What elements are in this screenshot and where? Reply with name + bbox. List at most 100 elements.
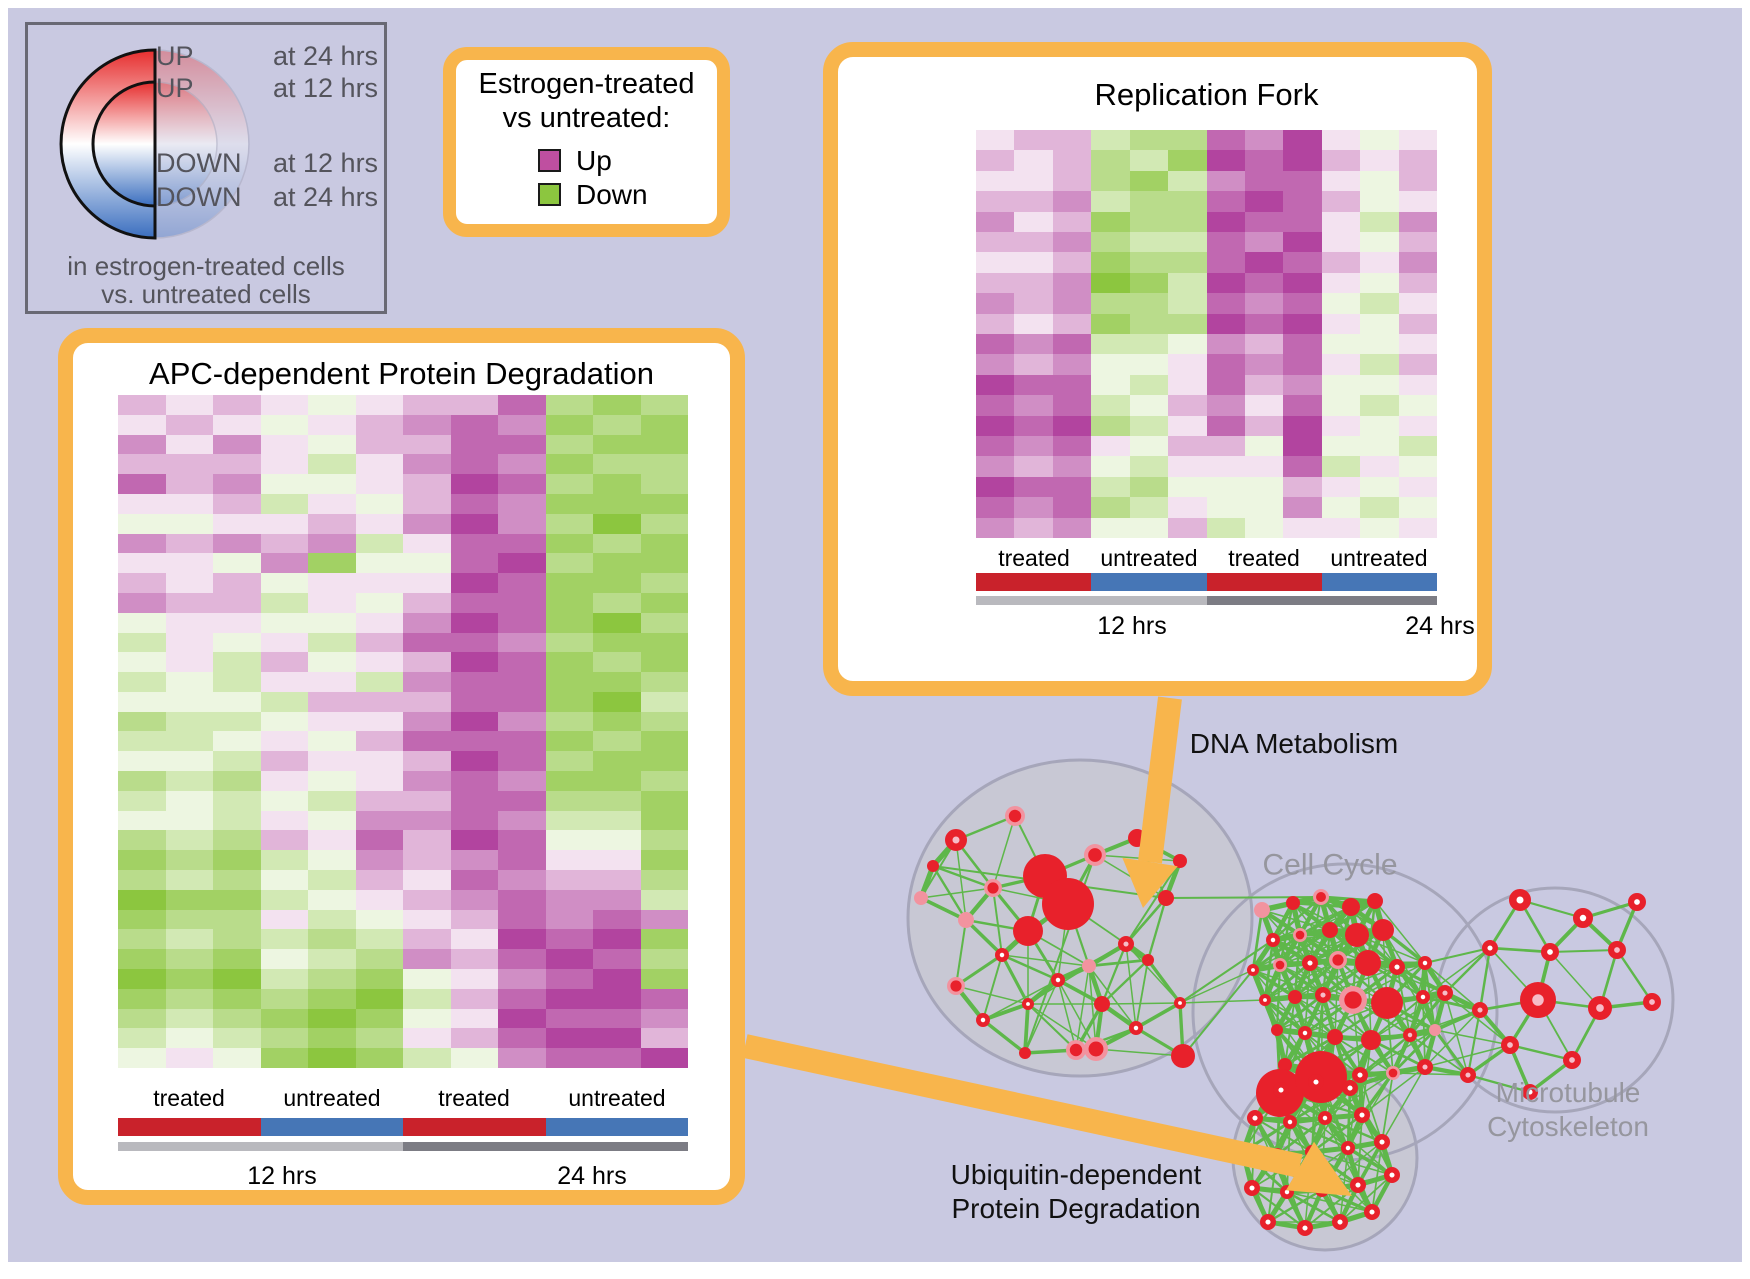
heatmap-cell — [498, 771, 546, 791]
heatmap-cell — [1129, 231, 1169, 253]
heatmap-cell — [213, 454, 261, 475]
apc-treated-bar — [118, 1118, 261, 1136]
heatmap-cell — [1206, 415, 1245, 436]
heatmap-cell — [403, 1048, 451, 1068]
heatmap-cell — [355, 691, 403, 712]
time-up-24: at 24 hrs — [273, 41, 379, 71]
direction-down-12: DOWN — [156, 148, 242, 178]
heatmap-cell — [1283, 456, 1322, 477]
heatmap-cell — [640, 612, 688, 633]
heatmap-cell — [450, 988, 498, 1009]
heatmap-cell — [450, 889, 498, 910]
heatmap-cell — [1129, 476, 1169, 498]
heatmap-cell — [1014, 211, 1053, 232]
heatmap-cell — [1321, 354, 1361, 375]
heatmap-cell — [165, 533, 213, 554]
heatmap-cell — [1244, 374, 1284, 396]
heatmap-cell — [640, 889, 688, 910]
heatmap-cell — [593, 929, 641, 950]
heatmap-cell — [976, 150, 1015, 171]
ubiquitin-label: Ubiquitin-dependent Protein Degradation — [951, 1158, 1202, 1226]
heatmap-cell — [1129, 333, 1169, 355]
heatmap-cell — [1052, 456, 1092, 477]
rf-12hrs-bar — [976, 596, 1207, 605]
heatmap-cell — [260, 711, 308, 732]
heatmap-cell — [976, 333, 1015, 355]
heatmap-cell — [1129, 211, 1169, 232]
heatmap-cell — [1321, 333, 1361, 355]
heatmap-cell — [355, 414, 403, 435]
heatmap-cell — [1321, 130, 1361, 151]
heatmap-cell — [450, 929, 498, 950]
heatmap-cell — [165, 652, 213, 673]
heatmap-cell — [1283, 130, 1322, 151]
heatmap-cell — [1283, 333, 1322, 355]
dna-metabolism-label: DNA Metabolism — [1190, 727, 1399, 761]
heatmap-cell — [1168, 170, 1207, 192]
heatmap-cell — [355, 632, 403, 653]
heatmap-cell — [1129, 374, 1169, 396]
heatmap-cell — [545, 553, 593, 574]
heatmap-cell — [355, 711, 403, 732]
heatmap-cell — [355, 889, 403, 910]
down-label: Down — [576, 179, 648, 210]
heatmap-cell — [498, 949, 546, 970]
heatmap-cell — [1091, 293, 1130, 314]
heatmap-cell — [545, 652, 593, 673]
heatmap-cell — [1244, 333, 1284, 355]
heatmap-cell — [450, 612, 498, 633]
heatmap-cell — [1091, 374, 1130, 396]
heatmap-cell — [213, 830, 261, 851]
heatmap-cell — [545, 988, 593, 1009]
heatmap-cell — [976, 252, 1015, 273]
heatmap-cell — [1129, 395, 1169, 416]
heatmap-cell — [593, 810, 641, 831]
heatmap-cell — [640, 988, 688, 1009]
heatmap-cell — [1052, 517, 1092, 538]
heatmap-cell — [213, 1028, 261, 1049]
heatmap-cell — [1398, 231, 1437, 253]
heatmap-cell — [355, 612, 403, 633]
heatmap-cell — [1129, 150, 1169, 171]
heatmap-cell — [118, 929, 166, 950]
microtubule-label-line2: Cytoskeleton — [1487, 1111, 1649, 1142]
heatmap-cell — [1168, 354, 1207, 375]
heatmap-cell — [640, 751, 688, 772]
heatmap-cell — [976, 374, 1015, 396]
heatmap-cell — [498, 493, 546, 514]
heatmap-cell — [1014, 395, 1053, 416]
heatmap-cell — [545, 711, 593, 732]
heatmap-cell — [355, 850, 403, 871]
heatmap-cell — [403, 889, 451, 910]
heatmap-cell — [976, 435, 1015, 457]
heatmap-cell — [213, 493, 261, 514]
heatmap-cell — [545, 454, 593, 475]
heatmap-cell — [118, 969, 166, 989]
heatmap-cell — [498, 414, 546, 435]
heatmap-cell — [640, 573, 688, 593]
heatmap-cell — [1206, 211, 1245, 232]
heatmap-cell — [545, 1048, 593, 1068]
heatmap-cell — [308, 711, 356, 732]
heatmap-cell — [355, 533, 403, 554]
heatmap-cell — [1360, 231, 1399, 253]
rf-treated-24-label: treated — [1228, 545, 1300, 571]
heatmap-cell — [213, 513, 261, 534]
heatmap-cell — [308, 909, 356, 930]
heatmap-cell — [450, 592, 498, 613]
heatmap-cell — [1321, 191, 1361, 212]
heatmap-cell — [1129, 435, 1169, 457]
heatmap-cell — [498, 691, 546, 712]
heatmap-cell — [260, 830, 308, 851]
heatmap-cell — [260, 771, 308, 791]
heatmap-cell — [260, 652, 308, 673]
heatmap-cell — [1091, 415, 1130, 436]
heatmap-cell — [498, 711, 546, 732]
heatmap-cell — [1398, 354, 1437, 375]
heatmap-cell — [593, 672, 641, 692]
heatmap-cell — [1129, 497, 1169, 518]
heatmap-cell — [1360, 150, 1399, 171]
heatmap-cell — [355, 751, 403, 772]
heatmap-cell — [403, 1028, 451, 1049]
rf-heatmap — [976, 130, 1437, 538]
